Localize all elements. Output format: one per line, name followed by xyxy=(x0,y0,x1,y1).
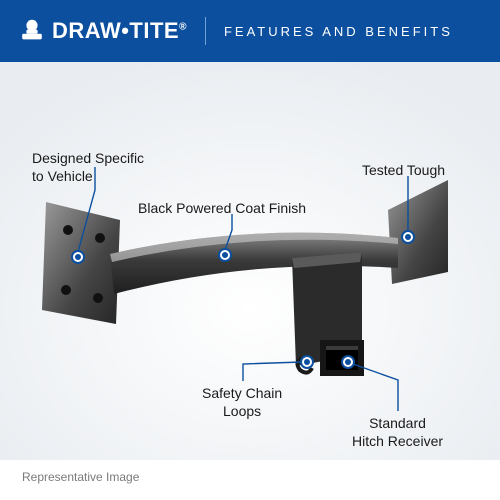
marker-receiver xyxy=(341,355,355,369)
header-subtitle: FEATURES AND BENEFITS xyxy=(224,24,453,39)
marker-designed xyxy=(71,250,85,264)
marker-chain xyxy=(300,355,314,369)
marker-black-finish xyxy=(218,248,232,262)
header-divider xyxy=(205,17,206,45)
footer-caption: Representative Image xyxy=(22,470,139,484)
marker-tested xyxy=(401,230,415,244)
callout-tested: Tested Tough xyxy=(362,162,445,180)
diagram-stage: Designed Specificto Vehicle Black Powered… xyxy=(0,62,500,460)
callout-chain: Safety ChainLoops xyxy=(202,385,282,420)
header-bar: DRAW•TITE® FEATURES AND BENEFITS xyxy=(0,0,500,62)
hitch-ball-icon xyxy=(18,17,46,45)
brand-name: DRAW•TITE® xyxy=(52,18,187,44)
callout-receiver: StandardHitch Receiver xyxy=(352,415,443,450)
callout-designed: Designed Specificto Vehicle xyxy=(32,150,144,185)
brand-logo: DRAW•TITE® xyxy=(18,17,187,45)
callout-black-finish: Black Powered Coat Finish xyxy=(138,200,306,218)
